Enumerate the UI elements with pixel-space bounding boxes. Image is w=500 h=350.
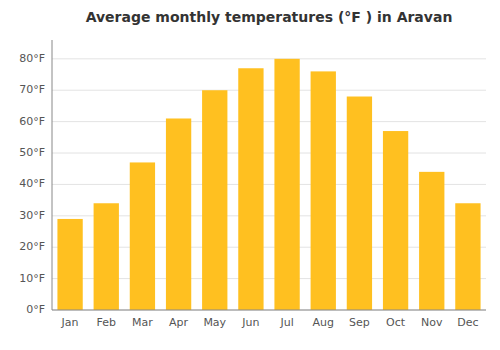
x-tick-label: Apr — [169, 316, 189, 329]
x-tick-label: Jul — [279, 316, 293, 329]
y-tick-label: 80°F — [19, 52, 45, 65]
bar — [455, 203, 480, 310]
labels: 0°F 10°F 20°F 30°F 40°F 50°F 60°F 70°F 80°F Jan Fe… — [19, 52, 478, 329]
grid-line — [52, 58, 486, 59]
x-tick-label: Nov — [421, 316, 443, 329]
chart-container: 0°F 10°F 20°F 30°F 40°F 50°F 60°F 70°F 80°F Jan Fe… — [0, 0, 500, 350]
bar — [202, 90, 227, 310]
grid-line — [52, 90, 486, 91]
y-tick-label: 50°F — [19, 146, 45, 159]
x-tick-label: Oct — [386, 316, 406, 329]
y-tick-label: 20°F — [19, 240, 45, 253]
y-tick-label: 10°F — [19, 272, 45, 285]
x-tick-label: Sep — [349, 316, 370, 329]
x-tick-label: May — [203, 316, 226, 329]
grid-line — [52, 121, 486, 122]
grid-line — [52, 153, 486, 154]
y-tick-label: 0°F — [26, 303, 45, 316]
x-tick-label: Dec — [457, 316, 478, 329]
bar — [57, 219, 82, 310]
x-tick-label: Aug — [313, 316, 334, 329]
y-tick-label: 60°F — [19, 115, 45, 128]
bar — [419, 172, 444, 310]
chart: 0°F 10°F 20°F 30°F 40°F 50°F 60°F 70°F 80°F Jan Fe… — [0, 0, 500, 350]
title: Average monthly temperatures (°F ) in Ar… — [86, 9, 453, 25]
grid-line — [52, 310, 486, 311]
x-tick-label: Jan — [61, 316, 79, 329]
bar — [347, 97, 372, 310]
bar — [94, 203, 119, 310]
bar — [238, 68, 263, 310]
y-tick-label: 40°F — [19, 177, 45, 190]
y-tick-label: 30°F — [19, 209, 45, 222]
bars — [57, 59, 480, 310]
x-tick-label: Feb — [97, 316, 116, 329]
bar — [383, 131, 408, 310]
y-axis-line — [52, 40, 53, 310]
x-axis-line — [52, 310, 486, 311]
bar — [130, 162, 155, 310]
bar — [166, 118, 191, 310]
x-tick-label: Jun — [241, 316, 259, 329]
bar — [274, 59, 299, 310]
grid — [52, 59, 486, 310]
y-tick-label: 70°F — [19, 83, 45, 96]
bar — [311, 71, 336, 310]
x-tick-label: Mar — [132, 316, 153, 329]
